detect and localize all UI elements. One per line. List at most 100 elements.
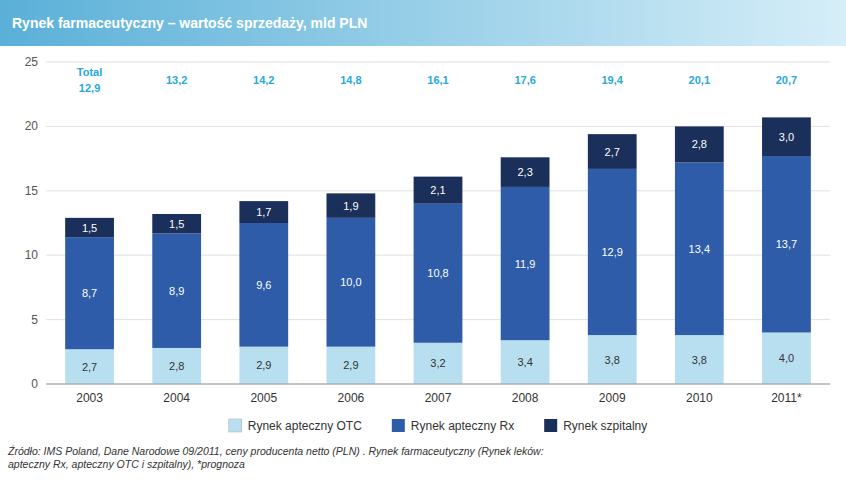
bar-segment — [152, 233, 201, 348]
footnote-line: apteczny Rx, apteczny OTC i szpitalny), … — [8, 458, 245, 470]
data-label: 2,9 — [343, 359, 358, 371]
x-tick-label: 2007 — [425, 391, 452, 405]
legend-label: Rynek apteczny Rx — [411, 419, 514, 433]
bar-segment — [65, 349, 114, 384]
data-label: 3,4 — [517, 356, 532, 368]
total-label: 19,4 — [602, 74, 624, 86]
bar-segment — [675, 335, 724, 384]
total-label: 16,1 — [427, 74, 448, 86]
legend-label: Rynek apteczny OTC — [248, 419, 362, 433]
total-header: Total — [77, 66, 102, 78]
legend-swatch — [229, 419, 242, 432]
data-label: 1,5 — [169, 218, 184, 230]
legend-swatch — [544, 419, 557, 432]
data-label: 9,6 — [256, 279, 271, 291]
x-tick-label: 2011* — [771, 391, 802, 405]
data-label: 3,0 — [779, 131, 794, 143]
y-tick-label: 20 — [25, 119, 39, 133]
bar-segment — [501, 187, 550, 340]
total-label: 17,6 — [514, 74, 535, 86]
data-label: 2,8 — [169, 360, 184, 372]
data-label: 3,8 — [692, 354, 707, 366]
totals: Total 12,9 13,2 14,2 14,8 16,1 17,6 19,4 20,1 20,… — [77, 66, 797, 94]
title: Rynek farmaceutyczny – wartość sprzedaży… — [12, 15, 367, 31]
legend-swatch — [392, 419, 405, 432]
total-label: 13,2 — [166, 74, 187, 86]
bar-segment — [65, 218, 114, 237]
x-tick-label: 2005 — [250, 391, 277, 405]
bar-segment — [152, 214, 201, 233]
grid — [46, 62, 830, 384]
data-label: 2,1 — [430, 184, 445, 196]
chart: Rynek farmaceutyczny – wartość sprzedaży… — [0, 0, 846, 484]
data-label: 2,9 — [256, 359, 271, 371]
legend-item: Rynek szpitalny — [544, 419, 647, 433]
data-label: 13,7 — [776, 238, 797, 250]
bar-segment — [501, 340, 550, 384]
y-tick-label: 5 — [31, 313, 38, 327]
data-label: 3,8 — [605, 354, 620, 366]
grid-line — [46, 62, 830, 63]
bar-segment — [588, 134, 637, 169]
data-label: 8,7 — [82, 287, 97, 299]
bar-segment — [762, 117, 811, 156]
data-label: 10,0 — [340, 276, 361, 288]
data-label: 3,2 — [430, 357, 445, 369]
bar-segment — [65, 237, 114, 349]
x-tick-label: 2004 — [163, 391, 190, 405]
legend-item: Rynek apteczny Rx — [392, 419, 514, 433]
x-axis-line — [46, 384, 830, 385]
bar-segment — [152, 348, 201, 384]
total-label: 12,9 — [79, 82, 100, 94]
data-label: 1,5 — [82, 222, 97, 234]
bars — [65, 117, 811, 384]
total-label: 20,7 — [776, 74, 797, 86]
data-label: 10,8 — [427, 267, 448, 279]
total-label: 20,1 — [689, 74, 710, 86]
legend-label: Rynek szpitalny — [563, 419, 647, 433]
data-label: 1,9 — [343, 200, 358, 212]
footnote-line: Źródło: IMS Poland, Dane Narodowe 09/201… — [7, 445, 544, 457]
y-tick-label: 0 — [31, 377, 38, 391]
x-tick-label: 2003 — [76, 391, 103, 405]
y-tick-label: 25 — [25, 55, 39, 69]
bar-segment — [326, 347, 375, 384]
bar-segment — [675, 162, 724, 335]
x-tick-label: 2009 — [599, 391, 626, 405]
bar-segment — [588, 335, 637, 384]
bar-segment — [675, 126, 724, 162]
x-tick-label: 2006 — [338, 391, 365, 405]
x-tick-label: 2010 — [686, 391, 713, 405]
y-tick-label: 15 — [25, 184, 39, 198]
data-labels: 2,7 2,8 2,9 2,9 3,2 3,4 3,8 3,8 4,0 8,7 8,9 9,6 10,0… — [82, 131, 797, 373]
bar-segment — [326, 193, 375, 217]
bar-segment — [414, 204, 463, 343]
total-label: 14,8 — [340, 74, 361, 86]
data-label: 12,9 — [602, 246, 623, 258]
grid-line — [46, 384, 830, 385]
bar-segment — [326, 218, 375, 347]
bar-segment — [414, 177, 463, 204]
bar-segment — [762, 156, 811, 332]
legend-item: Rynek apteczny OTC — [229, 419, 362, 433]
bar-segment — [762, 332, 811, 384]
legend: Rynek apteczny OTC Rynek apteczny Rx Rynek… — [229, 419, 647, 433]
data-label: 8,9 — [169, 285, 184, 297]
data-label: 11,9 — [515, 258, 536, 270]
bar-segment — [414, 343, 463, 384]
data-label: 2,3 — [517, 166, 532, 178]
bar-segment — [239, 201, 288, 223]
bar-segment — [239, 223, 288, 347]
title-bar — [0, 0, 846, 46]
x-tick-label: 2008 — [512, 391, 539, 405]
data-label: 4,0 — [779, 352, 794, 364]
total-label: 14,2 — [253, 74, 274, 86]
bar-segment — [501, 157, 550, 187]
bar-segment — [239, 347, 288, 384]
bar-segment — [588, 169, 637, 335]
data-label: 2,7 — [82, 361, 97, 373]
data-label: 2,8 — [692, 138, 707, 150]
data-label: 2,7 — [605, 146, 620, 158]
y-tick-label: 10 — [25, 248, 39, 262]
data-label: 1,7 — [256, 206, 271, 218]
